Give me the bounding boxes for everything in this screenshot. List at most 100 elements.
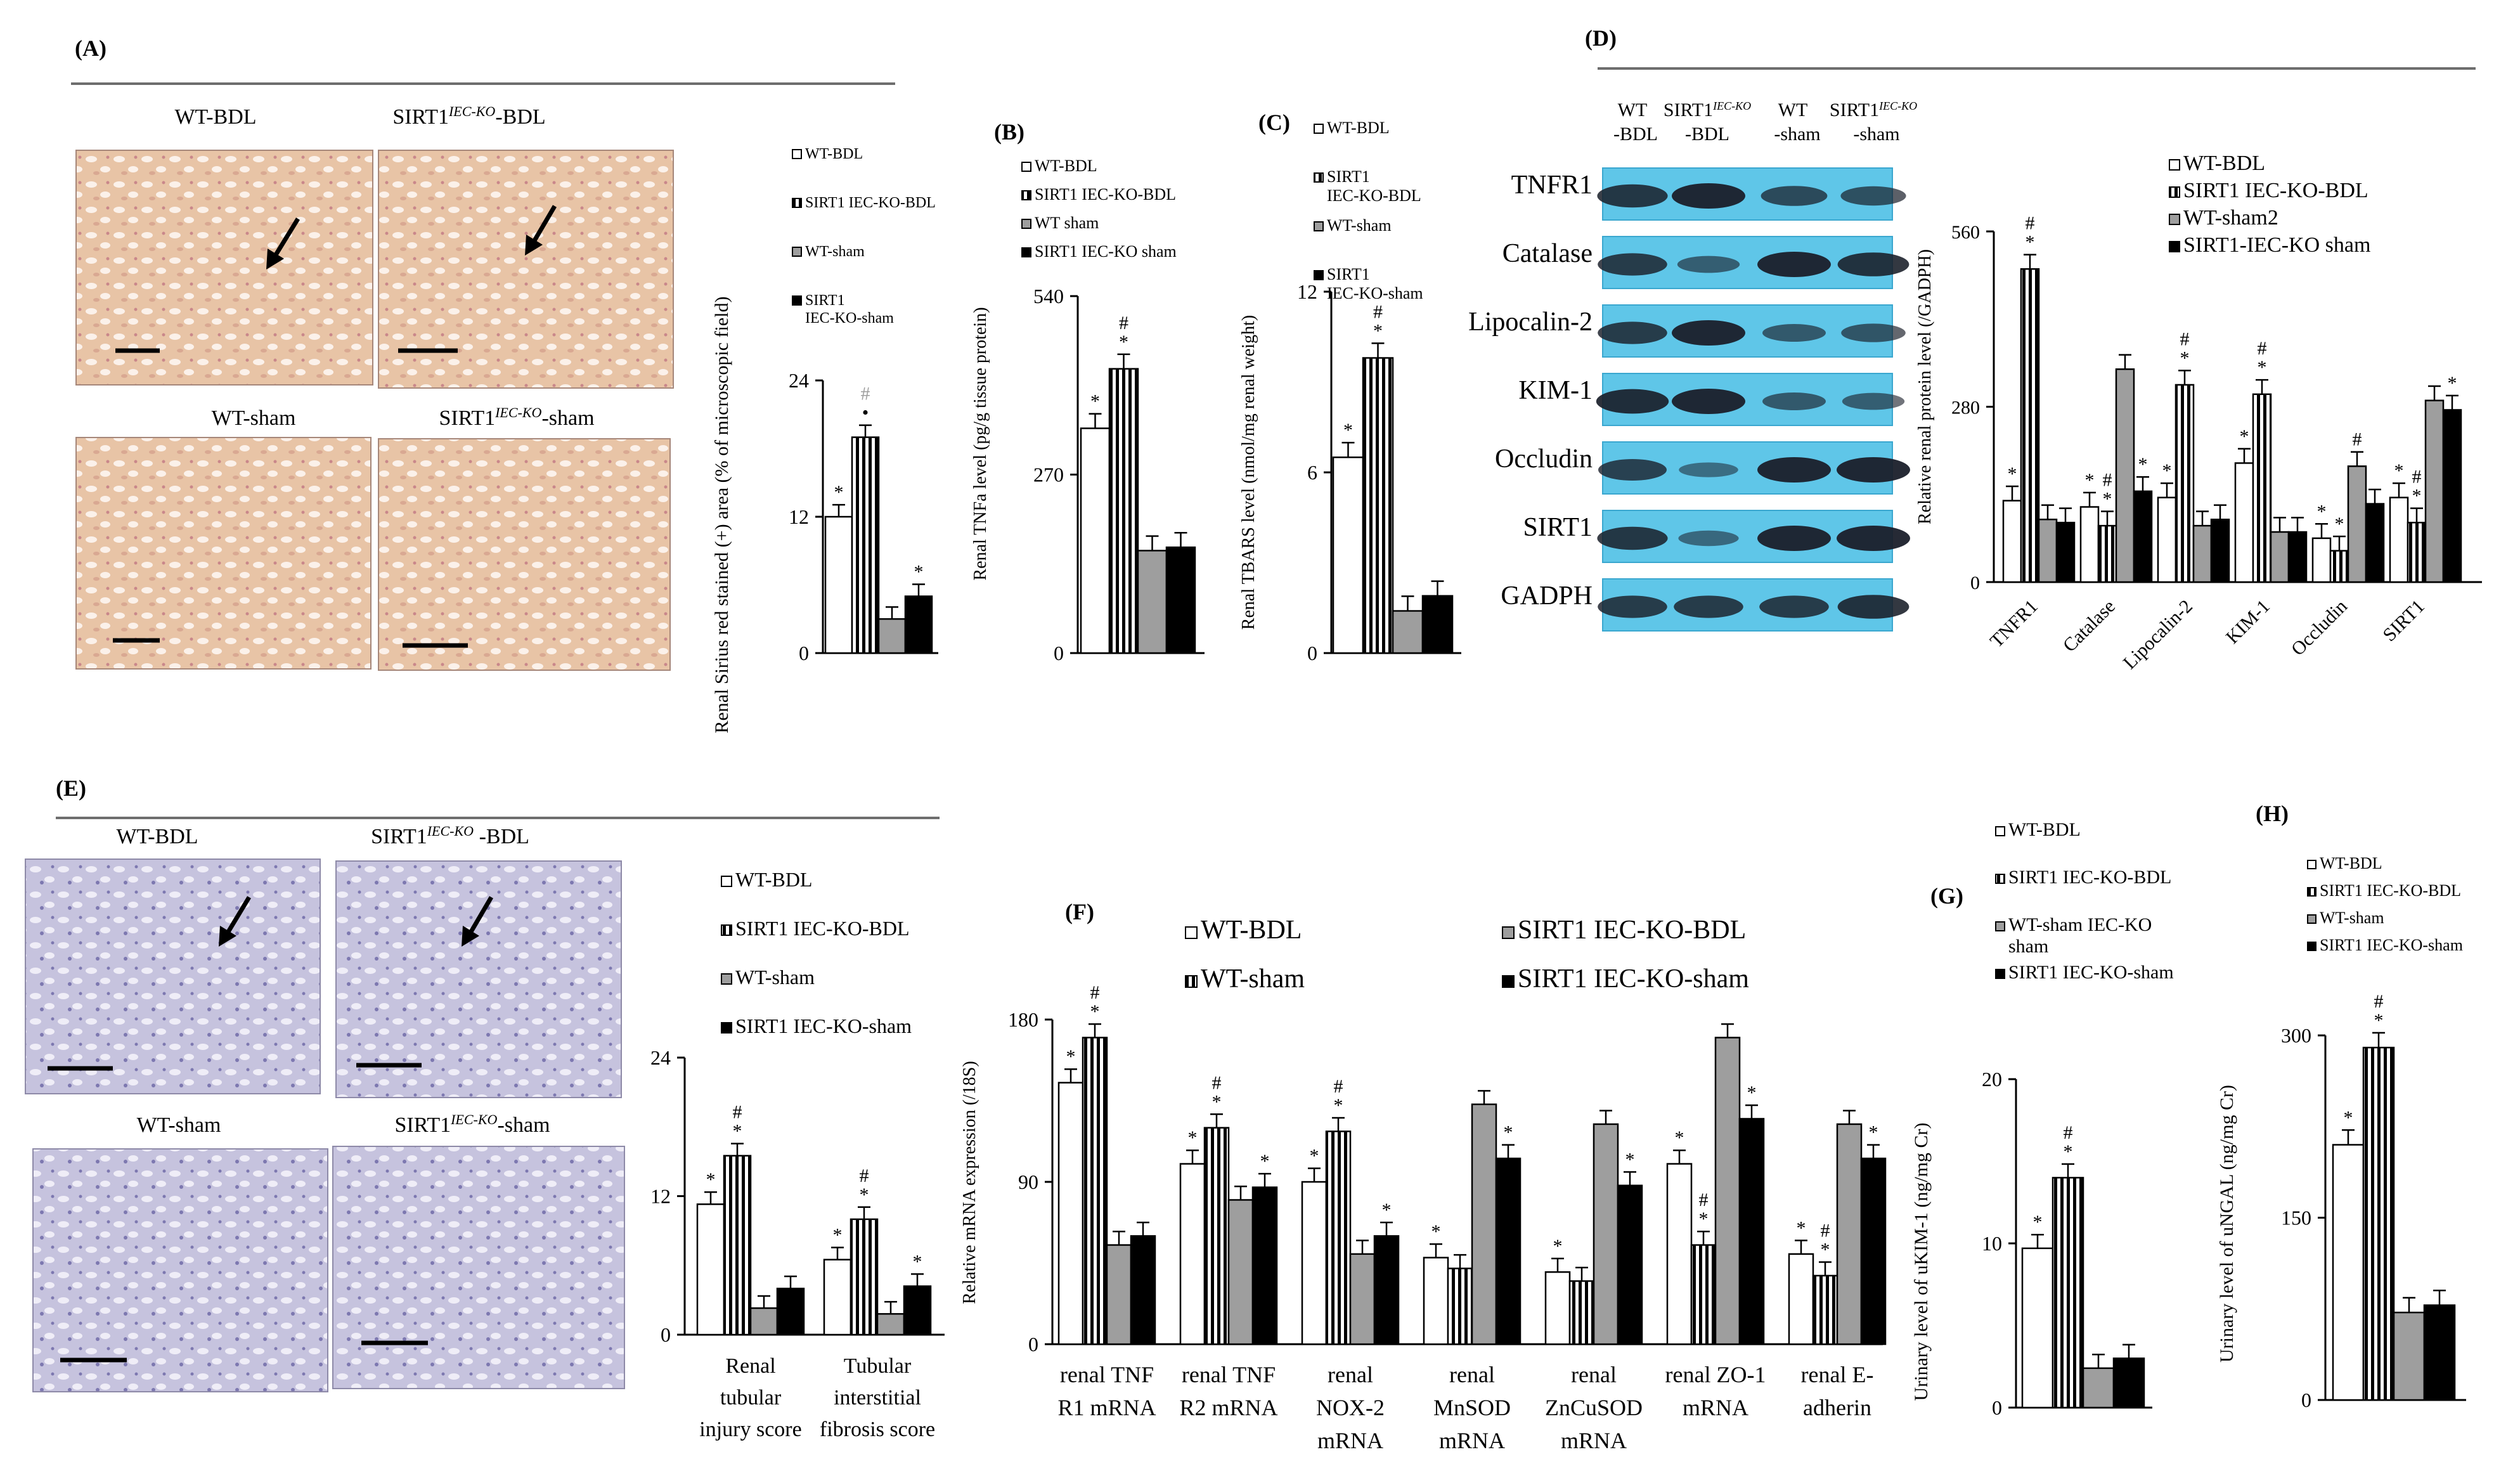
blot-band bbox=[1677, 256, 1740, 273]
panel-e-micrograph-wt-sham: WT-sham bbox=[32, 1113, 328, 1392]
legend-swatch bbox=[1314, 172, 1324, 183]
bar bbox=[1325, 1131, 1352, 1345]
blot-band bbox=[1597, 526, 1668, 550]
significance-mark: * bbox=[1373, 320, 1383, 341]
lane-label: SIRT1IEC-KO -sham bbox=[1830, 100, 1917, 145]
blot-band bbox=[1759, 595, 1829, 618]
panel-e-micrograph-ko-bdl: SIRT1IEC-KO -BDL bbox=[335, 823, 622, 1098]
blot-band bbox=[1678, 530, 1739, 547]
significance-mark: * bbox=[1188, 1127, 1198, 1148]
legend-swatch bbox=[1995, 921, 2005, 931]
y-tick-label: 20 bbox=[1982, 1068, 2002, 1091]
significance-mark: * bbox=[1431, 1221, 1441, 1242]
bar bbox=[1301, 1181, 1328, 1345]
arrow-head-icon bbox=[462, 926, 479, 947]
blot-band bbox=[1762, 324, 1826, 342]
arrow-icon bbox=[271, 217, 300, 261]
blot-band bbox=[1598, 321, 1667, 344]
bar bbox=[2442, 409, 2462, 583]
blot-row-label: Occludin bbox=[1495, 444, 1593, 474]
micrograph-label: WT-sham bbox=[137, 1113, 221, 1137]
significance-mark: * bbox=[1504, 1122, 1513, 1143]
significance-mark: # bbox=[2353, 429, 2362, 450]
significance-mark: # bbox=[2180, 328, 2190, 349]
blot-row-label: SIRT1 bbox=[1523, 513, 1593, 542]
bar bbox=[2362, 1046, 2395, 1401]
bar bbox=[1812, 1274, 1838, 1345]
category-label: renal bbox=[1449, 1362, 1495, 1387]
bar bbox=[903, 1285, 932, 1336]
blot-band bbox=[1757, 526, 1831, 551]
legend-swatch bbox=[2169, 214, 2180, 225]
y-tick-label: 90 bbox=[1018, 1170, 1038, 1193]
significance-mark: * bbox=[1119, 332, 1128, 353]
chart-c: 0 6 12 Renal TBARS level (nmol/mg renal wei… bbox=[1239, 119, 1461, 664]
legend-swatch bbox=[792, 247, 802, 257]
significance-mark: # bbox=[1821, 1221, 1830, 1241]
bar bbox=[2133, 490, 2153, 583]
blot-band bbox=[1674, 595, 1743, 618]
legend-swatch bbox=[2307, 914, 2316, 924]
significance-mark: • bbox=[862, 403, 869, 424]
significance-mark: * bbox=[2344, 1107, 2353, 1128]
legend-label: SIRT1 IEC-KO-BDL bbox=[2183, 179, 2368, 202]
bar bbox=[851, 436, 880, 654]
y-axis-label: Relative mRNA expression (/18S) bbox=[960, 1061, 979, 1304]
chart-h: 0 150 300 Urinary level of uNGAL (ng/mg Cr)… bbox=[2216, 854, 2466, 1411]
significance-mark: # bbox=[1699, 1189, 1709, 1210]
y-tick-label: 12 bbox=[789, 505, 809, 528]
y-axis-label: Renal TNFa level (pg/g tissue protein) bbox=[971, 307, 990, 580]
bar bbox=[2287, 531, 2308, 583]
significance-mark: * bbox=[1747, 1082, 1757, 1103]
legend-label: SIRT1 IEC-KO-BDL bbox=[2320, 881, 2461, 900]
category-label: adherin bbox=[1803, 1395, 1871, 1420]
bar bbox=[1373, 1235, 1400, 1345]
y-axis-label: Relative renal protein level (/GADPH) bbox=[1915, 249, 1935, 524]
legend-swatch bbox=[1185, 926, 1198, 939]
blot-band bbox=[1598, 459, 1667, 481]
category-label: injury score bbox=[699, 1418, 801, 1441]
category-label: ZnCuSOD bbox=[1545, 1395, 1643, 1420]
y-tick-label: 560 bbox=[1951, 222, 1980, 243]
blot-band bbox=[1837, 457, 1910, 483]
blot-band bbox=[1598, 595, 1667, 618]
bar bbox=[1836, 1123, 1863, 1345]
significance-mark: * bbox=[2085, 470, 2095, 491]
bar bbox=[1860, 1157, 1887, 1345]
bar bbox=[823, 1259, 852, 1336]
bar bbox=[2055, 521, 2076, 583]
legend-label: IEC-KO-sham bbox=[1327, 284, 1423, 302]
legend-label: WT-sham bbox=[805, 243, 865, 260]
legend-swatch bbox=[2307, 887, 2316, 897]
micrograph-label: SIRT1IEC-KO-sham bbox=[394, 1111, 550, 1137]
panel-a-micrograph-ko-sham: SIRT1IEC-KO-sham bbox=[378, 405, 671, 671]
chart-b: 0 270 540 Renal TNFa level (pg/g tissue pro… bbox=[971, 157, 1205, 664]
micrograph-label: SIRT1IEC-KO -BDL bbox=[371, 823, 529, 848]
category-label: mRNA bbox=[1561, 1428, 1627, 1453]
bar bbox=[1495, 1157, 1522, 1345]
significance-mark: * bbox=[1212, 1091, 1222, 1112]
significance-mark: * bbox=[1675, 1127, 1684, 1148]
legend-swatch bbox=[1995, 874, 2005, 884]
y-tick-label: 0 bbox=[1054, 642, 1064, 664]
legend-label: WT-BDL bbox=[805, 146, 863, 162]
legend-label: SIRT1 IEC-KO-sham bbox=[1518, 964, 1749, 994]
pas-stained-image bbox=[25, 859, 321, 1094]
bar bbox=[2097, 524, 2117, 583]
significance-mark: * bbox=[1066, 1046, 1076, 1067]
blot-band bbox=[1837, 526, 1910, 551]
micrograph-label: SIRT1IEC-KO-BDL bbox=[392, 103, 545, 129]
bar bbox=[1179, 1163, 1206, 1345]
bar bbox=[776, 1287, 805, 1336]
significance-mark: * bbox=[2394, 460, 2404, 481]
significance-mark: * bbox=[1090, 391, 1100, 412]
category-label: renal ZO-1 bbox=[1665, 1362, 1766, 1387]
panel-e-micrograph-wt-bdl: WT-BDL bbox=[25, 825, 321, 1094]
significance-mark: * bbox=[2162, 460, 2172, 481]
legend-swatch bbox=[1314, 221, 1324, 231]
blot-band bbox=[1757, 457, 1831, 483]
category-label: mRNA bbox=[1317, 1428, 1383, 1453]
significance-mark: * bbox=[1334, 1095, 1343, 1116]
y-tick-label: 150 bbox=[2281, 1207, 2311, 1229]
panel-a-micrograph-wt-sham: WT-sham bbox=[75, 406, 372, 670]
